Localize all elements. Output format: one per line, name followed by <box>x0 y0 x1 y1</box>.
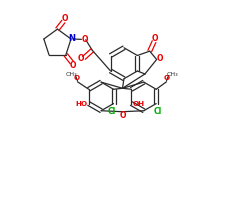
Text: Cl: Cl <box>108 107 116 116</box>
Text: O: O <box>164 75 170 81</box>
Text: O: O <box>156 54 163 63</box>
Text: HO: HO <box>75 101 87 107</box>
Text: N: N <box>68 34 75 43</box>
Text: O: O <box>78 54 84 63</box>
Text: CH₃: CH₃ <box>166 72 178 77</box>
Text: O: O <box>152 34 158 43</box>
Text: O: O <box>74 75 80 81</box>
Text: O: O <box>70 61 76 70</box>
Text: O: O <box>81 35 88 44</box>
Text: O: O <box>61 14 68 23</box>
Text: OH: OH <box>133 101 145 107</box>
Text: CH₃: CH₃ <box>66 72 78 77</box>
Text: Cl: Cl <box>154 107 162 116</box>
Text: O: O <box>119 111 126 120</box>
